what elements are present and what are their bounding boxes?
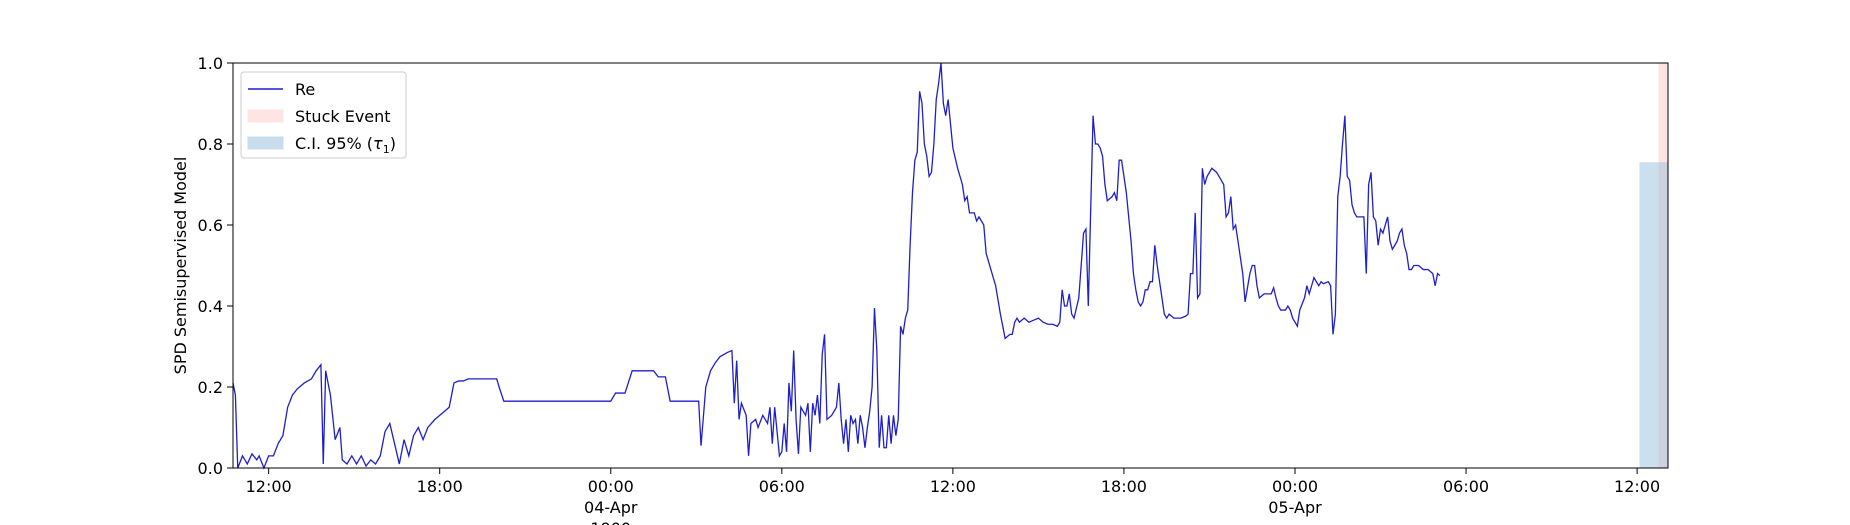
legend-label-2: C.I. 95% (τ1) — [295, 134, 396, 156]
y-tick-label-0: 0.0 — [198, 459, 223, 478]
x-tick-label-6: 00:00 — [1272, 477, 1318, 496]
region-1 — [1639, 162, 1668, 468]
x-tick-label-5: 18:00 — [1101, 477, 1147, 496]
shaded-regions — [1639, 63, 1668, 468]
y-tick-label-5: 1.0 — [198, 54, 223, 73]
axes-frame — [232, 62, 1669, 469]
x-tick-sublabel-6: 05-Apr — [1268, 498, 1322, 517]
y-tick-label-1: 0.2 — [198, 378, 223, 397]
y-axis: 0.0 0.2 0.4 0.6 0.8 1.0 — [198, 54, 233, 478]
x-tick-label-8: 12:00 — [1614, 477, 1660, 496]
x-tick-sublabel2-2: 1900 — [590, 519, 631, 525]
y-tick-label-4: 0.8 — [198, 135, 223, 154]
x-tick-label-7: 06:00 — [1443, 477, 1489, 496]
y-axis-label: SPD Semisupervised Model — [171, 157, 190, 375]
y-tick-label-3: 0.6 — [198, 216, 223, 235]
y-tick-label-2: 0.4 — [198, 297, 223, 316]
legend-swatch-1 — [247, 109, 284, 123]
legend-label-0: Re — [295, 80, 315, 99]
x-tick-label-1: 18:00 — [417, 477, 463, 496]
x-tick-sublabel-2: 04-Apr — [584, 498, 638, 517]
series-line-re — [232, 62, 1441, 470]
x-tick-label-2: 00:00 — [588, 477, 634, 496]
x-tick-label-4: 12:00 — [930, 477, 976, 496]
x-tick-label-3: 06:00 — [759, 477, 805, 496]
region-0 — [1658, 63, 1668, 468]
legend-label-1: Stuck Event — [295, 107, 391, 126]
x-tick-label-0: 12:00 — [246, 477, 292, 496]
x-axis: 12:00 18:00 00:00 04-Apr 1900 06:00 12:00 18:00… — [246, 468, 1660, 525]
legend: Re Stuck Event C.I. 95% (τ1) — [240, 71, 407, 159]
legend-swatch-2 — [247, 136, 284, 150]
